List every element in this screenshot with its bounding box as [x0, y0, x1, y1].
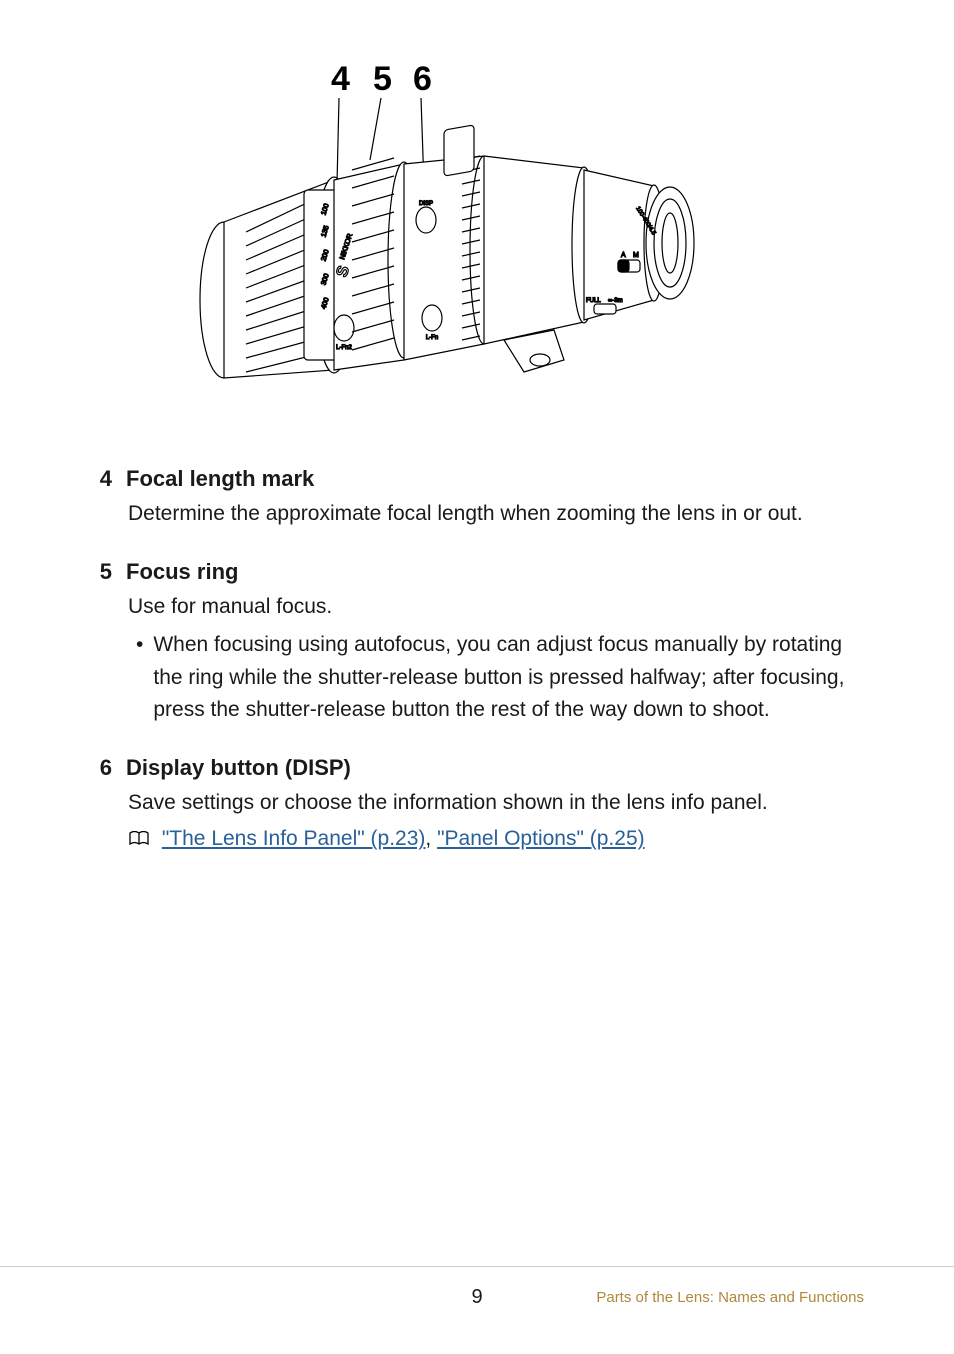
lfn2-button [334, 315, 354, 341]
item-6: 6 Display button (DISP) Save settings or… [94, 755, 864, 858]
tripod-knob [530, 354, 550, 366]
item-4-number: 4 [94, 466, 112, 492]
am-m-label: M [633, 252, 639, 259]
lfn2-label: L-Fn2 [336, 345, 352, 351]
items-list: 4 Focal length mark Determine the approx… [94, 466, 864, 858]
lfn-label: L-Fn [426, 335, 438, 341]
callout-5: 5 [373, 60, 392, 98]
item-6-body: Save settings or choose the information … [128, 787, 864, 820]
item-6-number: 6 [94, 755, 112, 781]
item-4-body: Determine the approximate focal length w… [128, 498, 864, 531]
disp-label: DISP [419, 201, 433, 207]
ref-lens-info-panel[interactable]: "The Lens Info Panel" (p.23) [162, 827, 426, 850]
full-label: FULL [586, 298, 601, 304]
item-5-number: 5 [94, 559, 112, 585]
disp-button [416, 207, 436, 233]
ref-panel-options[interactable]: "Panel Options" (p.25) [437, 827, 645, 850]
section-name: Parts of the Lens: Names and Functions [596, 1289, 864, 1306]
lfn-button [422, 305, 442, 331]
callout-6: 6 [413, 60, 432, 98]
info-panel [444, 125, 474, 176]
ref-separator: , [425, 827, 437, 850]
item-5-title: Focus ring [126, 559, 238, 585]
callout-4: 4 [331, 60, 350, 98]
lens-diagram: 4 5 6 100 135 200 300 400 [184, 60, 784, 430]
am-a-label: A [621, 252, 626, 259]
bullet-dot: • [136, 629, 143, 727]
book-icon [128, 825, 150, 858]
limit-switch [594, 304, 616, 314]
item-5: 5 Focus ring Use for manual focus. • Whe… [94, 559, 864, 727]
page-footer: 9 Parts of the Lens: Names and Functions [0, 1266, 954, 1306]
item-5-bullet: When focusing using autofocus, you can a… [153, 629, 864, 727]
limit-label: ∞-3m [608, 298, 623, 304]
item-6-title: Display button (DISP) [126, 755, 351, 781]
item-5-body: Use for manual focus. [128, 591, 864, 624]
item-4: 4 Focal length mark Determine the approx… [94, 466, 864, 531]
item-4-title: Focal length mark [126, 466, 314, 492]
lens-body: 100 135 200 300 400 NIKKOR S L-Fn2 [200, 125, 694, 378]
